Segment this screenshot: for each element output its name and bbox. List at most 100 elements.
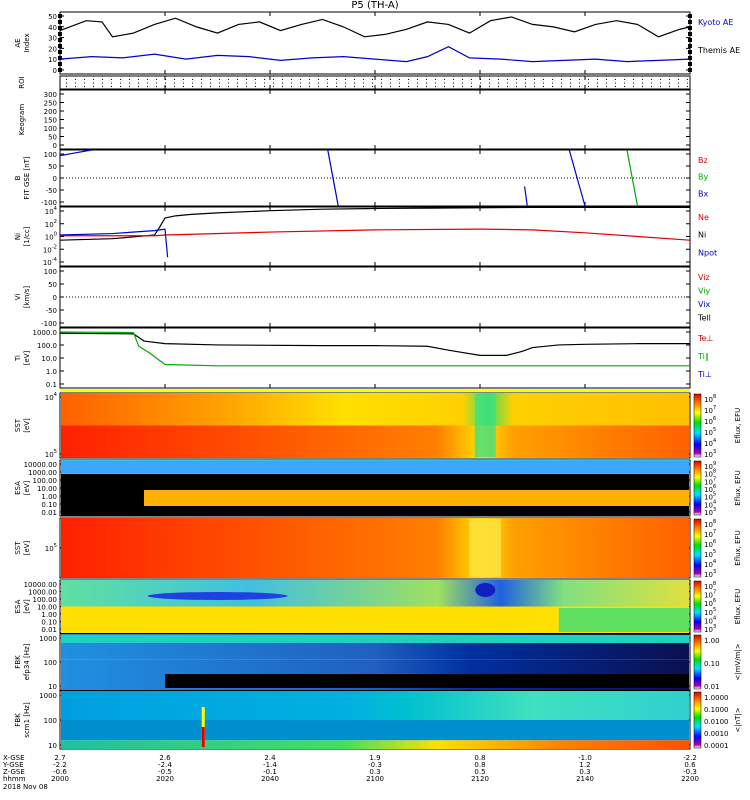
roi-dot [678,79,679,80]
ni-series-npot [59,228,169,258]
fbk_b-spectrogram-band [61,740,689,749]
roi-dot [552,82,553,84]
roi-dot [309,79,310,80]
vi-legend-0: Viz [698,273,710,282]
x-tick-label: 2000 [51,775,69,783]
ae-legend-1: Themis AE [697,46,740,55]
roi-dot [336,86,337,87]
sst_e-ytick-label: 104 [45,392,58,402]
sst_e-cbar-tick: 104 [704,438,717,448]
bfit-legend-1: By [698,173,708,182]
roi-dot [291,79,292,80]
roi-dot [93,82,94,84]
roi-dot [651,86,652,87]
sst_i-spectrogram-band [61,518,689,578]
fbk_b-cbar-tick: 0.1000 [704,706,729,714]
fbk_b-spectrogram-band [61,691,689,720]
ephem-x: 0.8 [474,754,485,762]
ae-left-marks [58,32,62,36]
bfit-series-bx [568,149,586,207]
roi-dot [255,86,256,87]
sst_e-spectrogram-band [61,406,689,426]
keogram-ytick-label: 250 [44,100,57,108]
roi-dot [129,86,130,87]
ephem-y: 1.2 [579,761,590,769]
bfit-series-bx [327,149,339,207]
ephem-row-label: hhmm [3,775,26,783]
sst_i-cbar-label: Eflux, EFU [734,530,742,565]
esa-i-band [147,592,288,600]
fbk_e-ylabel: FBK [14,655,22,669]
roi-dot [381,82,382,84]
keogram-ytick-label: 0 [53,142,57,150]
roi-dot [246,82,247,84]
ni-frame [59,206,691,267]
roi-dot [183,82,184,84]
roi-dot [615,82,616,84]
roi-dot [336,79,337,80]
roi-dot [372,79,373,80]
ti-series-ti [59,331,690,367]
roi-dot [399,82,400,84]
keogram-ytick-label: 200 [44,108,57,116]
roi-dot [471,86,472,87]
ephem-z: -0.5 [158,768,172,776]
vi-ylabel-units: [km/s] [23,286,31,309]
roi-dot [660,82,661,84]
sst_i-ytick-label: 105 [45,543,57,553]
sst_e-spectrogram-band [61,425,689,458]
roi-dot [264,86,265,87]
ti-ylabel: Ti [14,355,22,362]
sst_e-cbar-label: Eflux, EFU [734,408,742,443]
fbk_e-cbar-label: <|mV/m|> [734,643,742,680]
esa_e-ytick-label: 10000.00 [24,461,57,469]
roi-dot [282,86,283,87]
esa_i-ytick-label: 0.10 [41,619,57,627]
roi-dot [453,86,454,87]
roi-dot [633,79,634,80]
esa_i-ytick-label: 1000.00 [28,589,57,597]
sst_i-cbar-tick: 104 [704,559,717,569]
roi-dot [489,86,490,87]
roi-dot [354,82,355,84]
ephem-y: -2.2 [53,761,67,769]
roi-dot [561,86,562,87]
ephem-z: 0.5 [474,768,485,776]
roi-dot [75,86,76,87]
ti-series-ti [59,332,690,356]
roi-dot [399,86,400,87]
sst_i-cbar-tick: 108 [704,519,716,529]
esa_e-cbar-tick: 104 [704,499,717,509]
roi-dot [381,86,382,87]
esa-i-lower [558,608,689,632]
esa_e-ytick-label: 1000.00 [28,469,57,477]
roi-dot [606,79,607,80]
roi-dot [120,86,121,87]
roi-dot [507,79,508,80]
ephem-x: 2.7 [54,754,65,762]
ae-frame [59,11,691,75]
keogram-ylabel: Keogram [18,104,26,135]
roi-dot [399,79,400,80]
fbk_e-colorbar [693,634,702,690]
roi-dot [219,86,220,87]
roi-dot [633,82,634,84]
roi-dot [408,79,409,80]
sst_i-cbar-tick: 105 [704,549,716,559]
vi-legend-2: Vix [698,300,711,309]
keogram-ytick-label: 150 [44,117,57,125]
roi-dot [300,86,301,87]
roi-dot [309,82,310,84]
roi-dot [156,79,157,80]
roi-dot [300,82,301,84]
keogram-frame [59,89,691,150]
roi-dot [219,82,220,84]
roi-dot [147,79,148,80]
roi-dot [147,82,148,84]
bfit-ylabel: B [14,175,22,180]
ae-series-themisae [59,46,691,63]
roi-dot [408,82,409,84]
roi-dot [237,86,238,87]
roi-dot [120,79,121,80]
